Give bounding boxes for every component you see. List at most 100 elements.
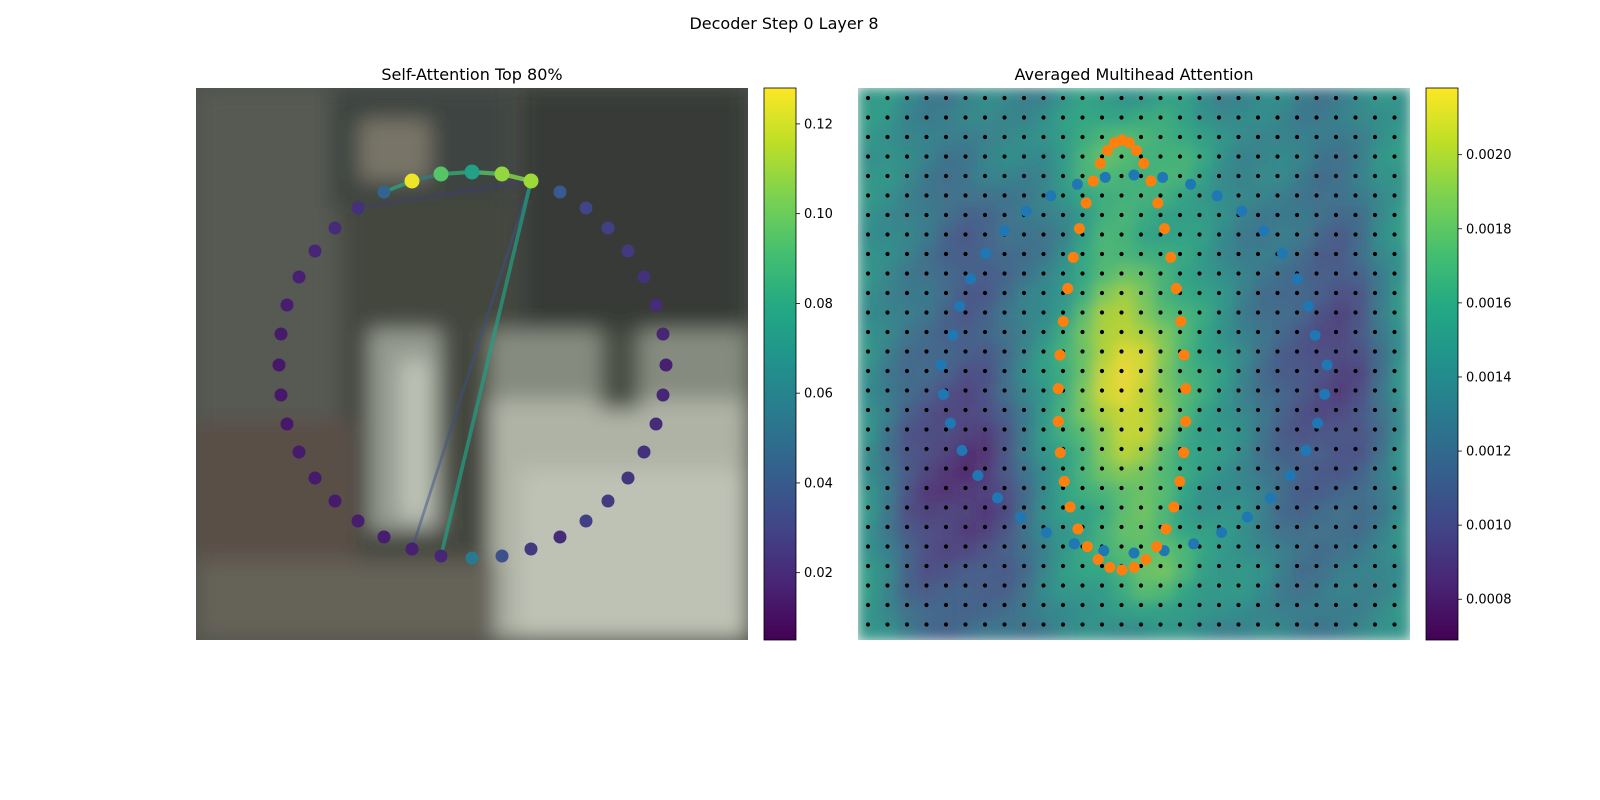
grid-dot — [1119, 349, 1124, 354]
grid-dot — [982, 232, 988, 237]
heatmap-cell — [976, 423, 997, 444]
grid-dot — [1099, 271, 1105, 276]
grid-dot — [924, 271, 929, 276]
grid-dot — [1002, 563, 1007, 569]
heatmap-cell — [1015, 166, 1037, 188]
heatmap-cell — [1252, 147, 1273, 168]
blue-point — [1098, 545, 1110, 557]
heatmap-cell — [917, 423, 938, 444]
heatmap-cell — [1094, 502, 1115, 523]
attention-edge — [410, 179, 533, 551]
grid-dot — [1236, 154, 1241, 159]
grid-dot — [1392, 329, 1397, 335]
grid-dot — [1041, 154, 1046, 159]
grid-dot — [1158, 271, 1163, 276]
grid-dot — [1333, 563, 1339, 569]
heatmap-cell — [956, 383, 977, 405]
grid-dot — [1099, 446, 1105, 452]
contour-point — [523, 173, 539, 189]
grid-dot — [1392, 368, 1397, 374]
grid-dot — [1119, 95, 1124, 101]
grid-dot — [943, 368, 949, 374]
orange-point — [1170, 283, 1182, 295]
grid-dot — [924, 563, 929, 569]
grid-dot — [1275, 583, 1280, 588]
grid-dot — [982, 407, 988, 413]
grid-dot — [1002, 466, 1007, 471]
grid-dot — [1060, 115, 1066, 120]
heatmap-cell — [897, 344, 918, 365]
grid-dot — [885, 485, 890, 491]
grid-dot — [943, 115, 949, 120]
grid-dot — [865, 310, 871, 315]
heatmap-cell — [1390, 206, 1410, 227]
grid-dot — [1353, 583, 1358, 588]
grid-dot — [1372, 173, 1378, 179]
heatmap-cell — [897, 383, 918, 405]
grid-dot — [982, 622, 988, 627]
grid-dot — [1158, 427, 1163, 432]
grid-dot — [1333, 349, 1339, 354]
heatmap-cell — [1232, 226, 1253, 247]
heatmap-cell — [936, 304, 958, 326]
heatmap-cell — [1232, 186, 1253, 207]
grid-dot — [1314, 154, 1319, 159]
grid-dot — [1041, 466, 1046, 471]
grid-dot — [924, 349, 929, 354]
heatmap-cell — [897, 561, 918, 582]
grid-dot — [1216, 388, 1222, 393]
grid-dot — [1294, 388, 1300, 393]
grid-dot — [924, 485, 929, 491]
heatmap-cell — [1153, 324, 1175, 345]
grid-dot — [1392, 212, 1397, 218]
heatmap-cell — [1114, 285, 1135, 306]
grid-dot — [943, 485, 949, 491]
grid-dot — [1353, 290, 1358, 296]
grid-dot — [1294, 563, 1300, 569]
heatmap-cell — [1252, 344, 1273, 365]
grid-dot — [1158, 95, 1163, 101]
orange-point — [1087, 175, 1099, 187]
grid-dot — [1353, 485, 1358, 491]
heatmap-cell — [1153, 88, 1175, 109]
grid-dot — [865, 115, 871, 120]
heatmap-cell — [1311, 304, 1332, 326]
grid-dot — [1138, 232, 1144, 237]
blue-point — [947, 329, 959, 341]
grid-dot — [1255, 524, 1261, 530]
grid-dot — [943, 524, 949, 530]
grid-dot — [1080, 466, 1085, 471]
grid-dot — [885, 134, 890, 140]
grid-dot — [1021, 115, 1027, 120]
heatmap-cell — [897, 285, 918, 306]
grid-dot — [1119, 251, 1124, 257]
grid-dot — [885, 154, 890, 159]
grid-dot — [1216, 134, 1222, 140]
grid-dot — [1041, 349, 1046, 354]
heatmap-cell — [1035, 285, 1056, 306]
heatmap-cell — [1252, 245, 1273, 267]
grid-dot — [1314, 368, 1319, 374]
orange-point — [1138, 157, 1150, 169]
grid-dot — [982, 563, 988, 569]
grid-dot — [1236, 622, 1241, 627]
grid-dot — [1177, 602, 1183, 608]
grid-dot — [1392, 310, 1397, 315]
heatmap-cell — [1035, 127, 1056, 148]
self-attention-panel: Self-Attention Top 80% — [196, 65, 748, 640]
grid-dot — [1021, 232, 1027, 237]
heatmap-cell — [1331, 147, 1352, 168]
grid-dot — [1060, 212, 1066, 218]
heatmap-cell — [1331, 127, 1352, 148]
grid-dot — [1372, 95, 1378, 101]
self-attention-colorbar: 0.02 0.04 0.06 0.08 0.10 0.12 — [763, 87, 833, 641]
heatmap-cell — [1015, 383, 1037, 405]
grid-dot — [1197, 466, 1202, 471]
heatmap-cell — [897, 442, 918, 464]
grid-dot — [1333, 232, 1339, 237]
heatmap-cell — [877, 521, 899, 543]
grid-dot — [982, 212, 988, 218]
grid-dot — [1255, 134, 1261, 140]
grid-dot — [1392, 115, 1397, 120]
grid-dot — [865, 388, 871, 393]
